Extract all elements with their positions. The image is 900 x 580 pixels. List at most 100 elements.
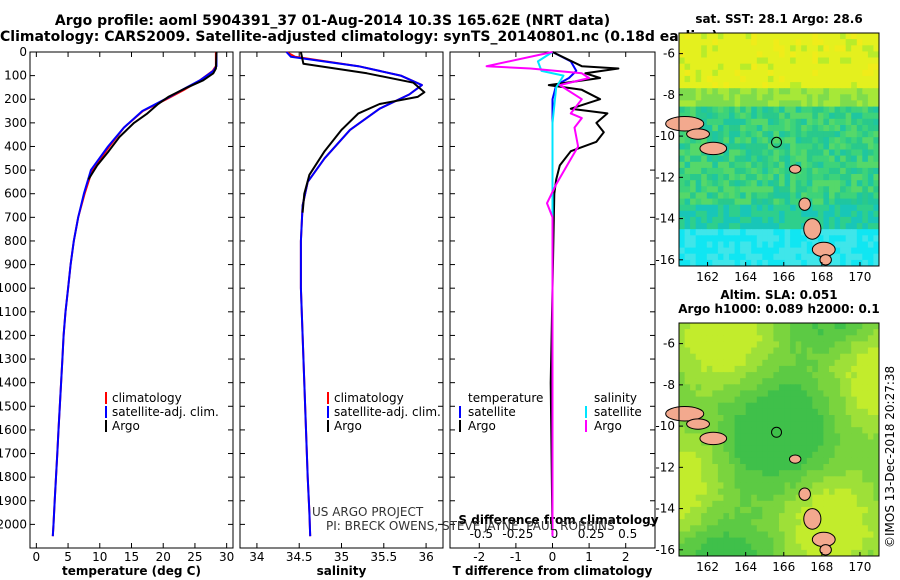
map-cell: [690, 106, 697, 114]
map-cell: [729, 482, 736, 489]
map-cell: [823, 353, 830, 361]
map-cell: [867, 118, 874, 126]
map-cell: [679, 470, 686, 477]
map-cell: [784, 174, 791, 181]
map-cell: [784, 457, 791, 465]
map-cell: [767, 390, 774, 397]
map-cell: [840, 57, 847, 65]
map-cell: [773, 204, 780, 212]
map-cell: [701, 506, 708, 514]
map-cell: [801, 402, 808, 410]
map-cell: [834, 506, 841, 514]
map-cell: [679, 45, 686, 52]
map-cell: [751, 63, 758, 71]
map-cell: [856, 323, 863, 330]
map-cell: [862, 488, 869, 496]
map-cell: [840, 235, 847, 242]
map-cell: [701, 63, 708, 71]
y-tick-label: 1000: [0, 281, 27, 295]
map-cell: [717, 519, 724, 526]
map-cell: [712, 235, 719, 242]
map-cell: [862, 359, 869, 367]
map-cell: [817, 488, 824, 496]
map-cell: [812, 51, 819, 58]
map-cell: [773, 82, 780, 89]
map-cell: [745, 359, 752, 367]
map-cell: [773, 470, 780, 477]
map-cell: [695, 167, 702, 175]
map-cell: [829, 198, 836, 206]
map-cell: [706, 216, 713, 224]
map-cell: [734, 537, 741, 545]
map-cell: [873, 335, 880, 342]
map-cell: [756, 476, 763, 483]
y-tick-label: 1900: [0, 494, 27, 508]
map-cell: [834, 63, 841, 71]
map-cell: [806, 470, 813, 477]
map-cell: [767, 457, 774, 465]
map-cell: [701, 445, 708, 453]
map-cell: [801, 451, 808, 459]
map-cell: [812, 439, 819, 447]
map-cell: [751, 543, 758, 551]
map-cell: [690, 470, 697, 477]
map-cell: [712, 396, 719, 404]
map-cell: [740, 51, 747, 58]
map-cell: [779, 253, 786, 261]
map-cell: [801, 186, 808, 193]
map-cell: [867, 216, 874, 224]
map-cell: [784, 329, 791, 336]
map-cell: [723, 335, 730, 342]
map-cell: [840, 241, 847, 249]
map-cell: [729, 131, 736, 138]
map-cell: [856, 69, 863, 77]
map-cell: [790, 519, 797, 526]
map-cell: [867, 500, 874, 508]
map-cell: [801, 57, 808, 65]
map-cell: [717, 210, 724, 218]
map-cell: [834, 57, 841, 65]
map-cell: [795, 482, 802, 489]
map-cell: [767, 402, 774, 410]
map-cell: [784, 494, 791, 502]
map-cell: [679, 210, 686, 218]
map-cell: [840, 82, 847, 89]
map-cell: [773, 167, 780, 175]
map-cell: [773, 323, 780, 330]
map-cell: [712, 137, 719, 144]
map-cell: [706, 353, 713, 361]
map-cell: [795, 390, 802, 397]
map-cell: [706, 33, 713, 40]
map-cell: [679, 433, 686, 440]
map-cell: [751, 82, 758, 89]
map-cell: [784, 543, 791, 551]
x-tick-label: 162: [696, 560, 719, 574]
map-cell: [745, 33, 752, 40]
map-cell: [762, 378, 769, 385]
map-cell: [734, 69, 741, 77]
map-cell: [806, 341, 813, 348]
map-cell: [817, 112, 824, 120]
map-cell: [862, 45, 869, 52]
map-cell: [756, 488, 763, 496]
map-cell: [762, 500, 769, 508]
map-cell: [767, 506, 774, 514]
map-cell: [756, 63, 763, 71]
map-cell: [856, 118, 863, 126]
map-cell: [751, 137, 758, 144]
map-cell: [723, 365, 730, 373]
map-cell: [790, 198, 797, 206]
map-cell: [823, 402, 830, 410]
map-cell: [840, 384, 847, 391]
map-cell: [817, 329, 824, 336]
map-cell: [751, 149, 758, 157]
map-cell: [845, 63, 852, 71]
map-cell: [690, 88, 697, 95]
map-cell: [723, 347, 730, 355]
map-cell: [712, 82, 719, 89]
map-cell: [817, 118, 824, 126]
map-cell: [740, 488, 747, 496]
map-cell: [745, 143, 752, 150]
map-cell: [795, 384, 802, 391]
map-cell: [740, 94, 747, 101]
